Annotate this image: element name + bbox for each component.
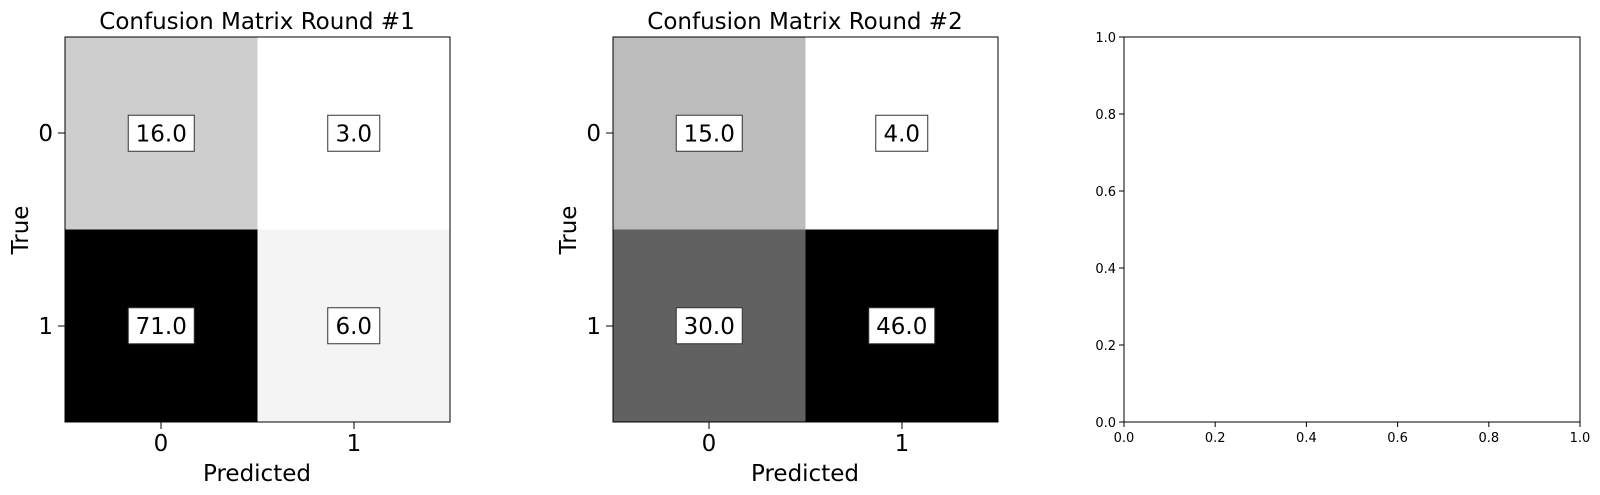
x-axis-label: Predicted (203, 461, 311, 487)
y-tick-label: 0.0 (1095, 416, 1116, 431)
x-tick-label: 0.6 (1387, 431, 1408, 446)
plot-frame (64, 36, 451, 423)
y-tick-label: 0.6 (1095, 185, 1116, 200)
plot-frame (612, 36, 999, 423)
x-tick-label: 0 (154, 431, 169, 457)
x-tick-label: 1.0 (1570, 431, 1591, 446)
plot-frame (1123, 36, 1581, 423)
y-tick-label: 0.2 (1095, 339, 1116, 354)
cell-value-label: 30.0 (684, 314, 735, 340)
x-tick-label: 1 (895, 431, 910, 457)
x-tick-label: 0.4 (1296, 431, 1317, 446)
chart-title: Confusion Matrix Round #2 (647, 9, 962, 35)
y-tick-label: 0.4 (1095, 262, 1116, 277)
x-axis-label: Predicted (751, 461, 859, 487)
heatmap-cells (65, 37, 450, 422)
x-tick-label: 0 (702, 431, 717, 457)
cell-label-box (875, 114, 929, 152)
x-tick-label: 1 (347, 431, 362, 457)
confusion-matrix-round-1: Confusion Matrix Round #1 16.0 3.0 71.0 6.0… (8, 9, 451, 487)
cell-label-box (327, 307, 381, 345)
x-tick-label: 0.8 (1478, 431, 1499, 446)
y-tick-label: 0.8 (1095, 108, 1116, 123)
cell-value-label: 6.0 (335, 314, 372, 340)
x-ticks: 0.0 0.2 0.4 0.6 0.8 1.0 (1114, 422, 1591, 446)
cell-value-label: 4.0 (883, 121, 920, 147)
empty-axes: 0.0 0.2 0.4 0.6 0.8 1.0 0.0 0.2 0.4 0.6 0.8 1.0 (1095, 31, 1590, 446)
cell-label-box (127, 114, 195, 152)
chart-title: Confusion Matrix Round #1 (99, 9, 414, 35)
cell-label-box (675, 307, 743, 345)
y-tick-label: 1 (38, 314, 53, 340)
confusion-matrix-round-2: Confusion Matrix Round #2 15.0 4.0 30.0 46.… (556, 9, 999, 487)
y-tick-label: 0 (38, 121, 53, 147)
cell-labels: 16.0 3.0 71.0 6.0 (127, 114, 381, 345)
cell-value-label: 46.0 (876, 314, 927, 340)
cell-label-box (868, 307, 936, 345)
y-tick-label: 1 (586, 314, 601, 340)
cell-value-label: 16.0 (136, 121, 187, 147)
y-tick-label: 1.0 (1095, 31, 1116, 46)
y-axis-label: True (8, 206, 34, 256)
cell-label-box (127, 307, 195, 345)
cell-value-label: 3.0 (335, 121, 372, 147)
cell-value-label: 15.0 (684, 121, 735, 147)
cell-label-box (675, 114, 743, 152)
x-tick-label: 0.0 (1114, 431, 1135, 446)
y-ticks: 0.0 0.2 0.4 0.6 0.8 1.0 (1095, 31, 1124, 431)
y-axis-label: True (556, 206, 582, 256)
cell-labels: 15.0 4.0 30.0 46.0 (675, 114, 936, 345)
x-tick-label: 0.2 (1205, 431, 1226, 446)
cell-value-label: 71.0 (136, 314, 187, 340)
cell-label-box (327, 114, 381, 152)
heatmap-cells (613, 37, 998, 422)
y-tick-label: 0 (586, 121, 601, 147)
